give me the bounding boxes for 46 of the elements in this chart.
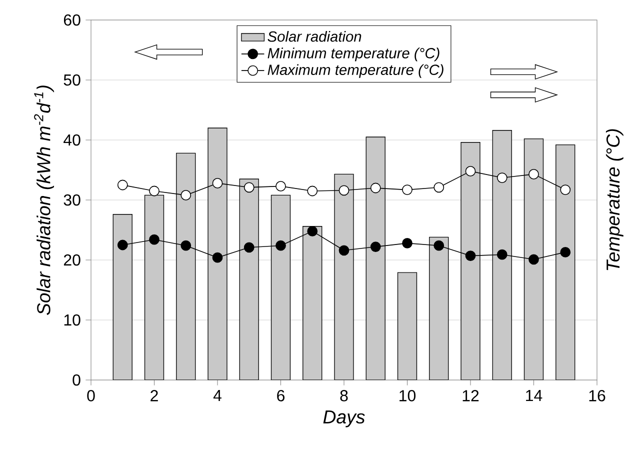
x-tick-label: 8 <box>340 390 348 402</box>
point <box>560 184 571 195</box>
point <box>180 190 192 200</box>
x-tick-label: 0 <box>87 390 95 402</box>
point <box>276 240 286 251</box>
point <box>560 246 571 258</box>
point <box>370 182 381 194</box>
y-tick-label: 0 <box>72 374 80 386</box>
point <box>465 166 476 176</box>
legend-label: Solar radiation <box>268 31 362 42</box>
point <box>338 185 350 196</box>
point <box>338 245 350 256</box>
x-tick-label: 12 <box>462 390 479 402</box>
y-axis-title: Solar radiation (kWh m$^{-2}$d$^{-1}$) <box>34 86 54 315</box>
point <box>528 254 539 265</box>
y-tick-label: 40 <box>64 134 80 146</box>
x-tick-label: 14 <box>526 390 542 402</box>
x-tick-label: 2 <box>150 390 158 402</box>
legend-label: Maximum temperature (°C) <box>268 64 444 78</box>
legend-label: Minimum temperature (°C) <box>268 48 440 62</box>
point <box>370 242 381 252</box>
y-tick-label: 20 <box>64 254 80 266</box>
point <box>496 172 508 183</box>
point <box>180 240 192 251</box>
point <box>244 242 254 253</box>
y-tick-label: 60 <box>64 14 80 26</box>
y-tick-label: 50 <box>64 74 80 86</box>
point <box>465 250 476 261</box>
point <box>496 249 508 260</box>
y-tick-label: 30 <box>64 194 80 206</box>
x-tick-label: 4 <box>213 390 222 402</box>
x-tick-label: 6 <box>277 390 284 402</box>
x-tick-label: 10 <box>400 390 416 402</box>
point <box>117 240 128 250</box>
point <box>402 238 412 248</box>
point <box>528 168 539 180</box>
x-tick-label: 16 <box>589 390 606 402</box>
point <box>434 240 444 251</box>
x-axis-title: Days <box>323 410 365 428</box>
point <box>244 182 254 193</box>
point <box>149 234 160 245</box>
y2-axis-title: Temperature (°C) <box>606 129 624 270</box>
y-tick-label: 10 <box>64 314 80 326</box>
point <box>307 226 318 236</box>
point <box>212 178 223 188</box>
point <box>212 252 223 263</box>
